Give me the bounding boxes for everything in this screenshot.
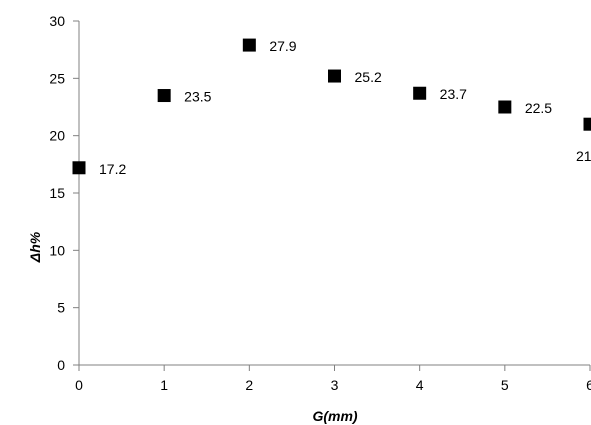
y-tick-label: 15 [49, 185, 65, 201]
y-ticks: 0 5 10 15 20 25 30 [49, 13, 79, 373]
y-tick-label: 0 [57, 357, 65, 373]
x-tick-label: 6 [586, 377, 591, 393]
data-point [583, 117, 591, 131]
data-label: 23.5 [184, 89, 211, 105]
x-tick-label: 3 [331, 377, 339, 393]
data-point [157, 89, 171, 103]
y-tick-label: 25 [49, 70, 65, 86]
x-axis-title: G(mm) [312, 408, 357, 424]
data-label: 25.2 [355, 69, 382, 85]
data-label: 21 [576, 148, 591, 164]
y-tick-label: 30 [49, 13, 65, 29]
y-tick-label: 10 [49, 242, 65, 258]
x-ticks: 0 1 2 3 4 5 6 [75, 365, 591, 393]
data-point [242, 38, 256, 52]
x-tick-label: 0 [75, 377, 83, 393]
data-point [72, 161, 86, 175]
data-label: 27.9 [269, 38, 296, 54]
x-tick-label: 1 [160, 377, 168, 393]
data-labels: 17.2 23.5 27.9 25.2 23.7 22.5 21 [99, 38, 591, 177]
data-point [413, 86, 427, 100]
x-tick-label: 2 [245, 377, 253, 393]
y-tick-label: 20 [49, 128, 65, 144]
data-point [498, 100, 512, 114]
data-label: 17.2 [99, 161, 126, 177]
x-tick-label: 5 [501, 377, 509, 393]
y-axis-title: Δh% [27, 231, 43, 263]
data-points [72, 38, 591, 175]
data-label: 22.5 [525, 100, 552, 116]
data-label: 23.7 [440, 86, 467, 102]
x-tick-label: 4 [416, 377, 424, 393]
y-tick-label: 5 [57, 300, 65, 316]
data-point [328, 69, 341, 83]
